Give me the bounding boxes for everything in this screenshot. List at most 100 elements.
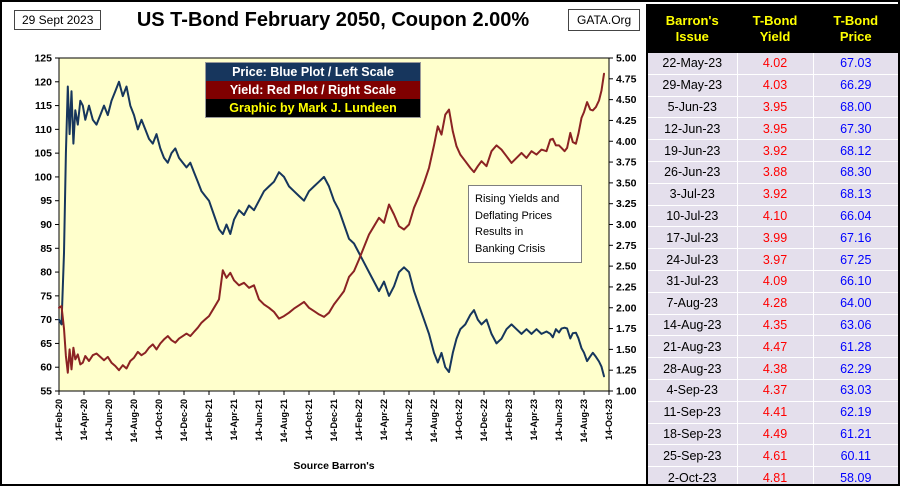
yield-cell: 4.09 <box>736 269 814 293</box>
col-header-yield: T-Bond Yield <box>736 4 814 53</box>
yield-cell: 3.92 <box>736 139 814 162</box>
svg-text:120: 120 <box>34 76 52 88</box>
svg-text:14-Dec-21: 14-Dec-21 <box>329 399 339 442</box>
table-row: 25-Sep-23 4.61 60.11 <box>646 444 898 468</box>
legend-yield-label: Yield: Red Plot / Right Scale <box>206 81 420 99</box>
issue-cell: 19-Jun-23 <box>646 139 738 162</box>
svg-text:1.25: 1.25 <box>616 365 637 377</box>
price-cell: 64.00 <box>812 291 898 315</box>
table-row: 2-Oct-23 4.81 58.09 <box>646 466 898 484</box>
svg-text:14-Dec-20: 14-Dec-20 <box>179 399 189 442</box>
price-cell: 68.12 <box>812 139 898 162</box>
price-cell: 68.13 <box>812 182 898 206</box>
svg-text:2.75: 2.75 <box>616 240 637 252</box>
svg-text:14-Apr-23: 14-Apr-23 <box>529 399 539 441</box>
table-header-row: Barron's Issue T-Bond Yield T-Bond Price <box>646 4 898 53</box>
yield-cell: 4.02 <box>736 52 814 75</box>
svg-text:60: 60 <box>40 362 52 374</box>
price-cell: 67.30 <box>812 117 898 141</box>
issue-cell: 10-Jul-23 <box>646 204 738 228</box>
svg-text:3.00: 3.00 <box>616 219 637 231</box>
svg-text:14-Jun-20: 14-Jun-20 <box>104 399 114 441</box>
svg-text:14-Apr-20: 14-Apr-20 <box>79 399 89 441</box>
svg-text:14-Feb-22: 14-Feb-22 <box>354 399 364 441</box>
yield-cell: 4.81 <box>736 466 814 484</box>
report-date-box: 29 Sept 2023 <box>14 10 102 30</box>
price-cell: 63.03 <box>812 378 898 402</box>
issue-cell: 22-May-23 <box>646 52 738 75</box>
table-row: 22-May-23 4.02 67.03 <box>646 52 898 75</box>
svg-text:3.75: 3.75 <box>616 157 637 169</box>
svg-text:95: 95 <box>40 195 52 207</box>
price-cell: 62.19 <box>812 400 898 424</box>
svg-text:125: 125 <box>34 53 52 65</box>
table-row: 4-Sep-23 4.37 63.03 <box>646 378 898 402</box>
chart-legend: Price: Blue Plot / Left Scale Yield: Red… <box>205 62 421 118</box>
price-cell: 67.16 <box>812 226 898 250</box>
issue-cell: 17-Jul-23 <box>646 226 738 250</box>
issue-cell: 14-Aug-23 <box>646 313 738 337</box>
price-cell: 62.29 <box>812 357 898 380</box>
issue-cell: 21-Aug-23 <box>646 335 738 359</box>
svg-text:14-Feb-21: 14-Feb-21 <box>204 399 214 441</box>
issue-cell: 29-May-23 <box>646 73 738 97</box>
table-row: 26-Jun-23 3.88 68.30 <box>646 160 898 184</box>
header-line: Price <box>839 29 872 44</box>
svg-text:4.50: 4.50 <box>616 94 637 106</box>
col-header-issue: Barron's Issue <box>646 4 738 53</box>
svg-text:14-Apr-21: 14-Apr-21 <box>229 399 239 441</box>
issue-cell: 5-Jun-23 <box>646 95 738 119</box>
table-row: 21-Aug-23 4.47 61.28 <box>646 335 898 359</box>
yield-cell: 4.38 <box>736 357 814 380</box>
header-line: T-Bond <box>833 12 879 28</box>
svg-text:14-Oct-22: 14-Oct-22 <box>454 399 464 440</box>
table-row: 19-Jun-23 3.92 68.12 <box>646 139 898 162</box>
svg-text:115: 115 <box>35 100 52 112</box>
svg-text:14-Jun-22: 14-Jun-22 <box>404 399 414 441</box>
issue-cell: 11-Sep-23 <box>646 400 738 424</box>
banking-crisis-annotation: Rising Yields and Deflating Prices Resul… <box>468 185 582 263</box>
svg-text:14-Apr-22: 14-Apr-22 <box>379 399 389 441</box>
svg-text:14-Jun-23: 14-Jun-23 <box>554 399 564 441</box>
price-cell: 66.10 <box>812 269 898 293</box>
yield-cell: 3.95 <box>736 117 814 141</box>
yield-cell: 4.10 <box>736 204 814 228</box>
annotation-line: Banking Crisis <box>475 242 546 255</box>
svg-text:14-Jun-21: 14-Jun-21 <box>254 399 264 441</box>
price-cell: 60.11 <box>812 444 898 468</box>
annotation-line: Deflating Prices <box>475 209 553 222</box>
table-row: 28-Aug-23 4.38 62.29 <box>646 357 898 380</box>
svg-text:2.50: 2.50 <box>616 261 637 273</box>
price-cell: 58.09 <box>812 466 898 484</box>
yield-cell: 3.88 <box>736 160 814 184</box>
svg-text:14-Oct-20: 14-Oct-20 <box>154 399 164 440</box>
yield-cell: 3.99 <box>736 226 814 250</box>
table-row: 31-Jul-23 4.09 66.10 <box>646 269 898 293</box>
table-row: 11-Sep-23 4.41 62.19 <box>646 400 898 424</box>
svg-text:3.50: 3.50 <box>616 177 637 189</box>
price-cell: 68.00 <box>812 95 898 119</box>
table-row: 29-May-23 4.03 66.29 <box>646 73 898 97</box>
yield-cell: 3.92 <box>736 182 814 206</box>
svg-text:14-Aug-21: 14-Aug-21 <box>279 399 289 443</box>
price-cell: 61.21 <box>812 422 898 446</box>
svg-text:55: 55 <box>40 386 52 398</box>
yield-cell: 4.35 <box>736 313 814 337</box>
col-header-price: T-Bond Price <box>812 4 898 53</box>
table-row: 18-Sep-23 4.49 61.21 <box>646 422 898 446</box>
price-cell: 63.06 <box>812 313 898 337</box>
svg-text:14-Dec-22: 14-Dec-22 <box>479 399 489 442</box>
issue-cell: 31-Jul-23 <box>646 269 738 293</box>
svg-text:5.00: 5.00 <box>616 53 637 65</box>
svg-text:110: 110 <box>35 124 52 136</box>
svg-text:85: 85 <box>40 243 52 255</box>
yield-cell: 4.28 <box>736 291 814 315</box>
svg-text:80: 80 <box>40 267 52 279</box>
issue-cell: 7-Aug-23 <box>646 291 738 315</box>
issue-cell: 4-Sep-23 <box>646 378 738 402</box>
svg-text:2.00: 2.00 <box>616 302 637 314</box>
svg-text:2.25: 2.25 <box>616 281 637 293</box>
svg-text:65: 65 <box>40 338 52 350</box>
issue-cell: 18-Sep-23 <box>646 422 738 446</box>
